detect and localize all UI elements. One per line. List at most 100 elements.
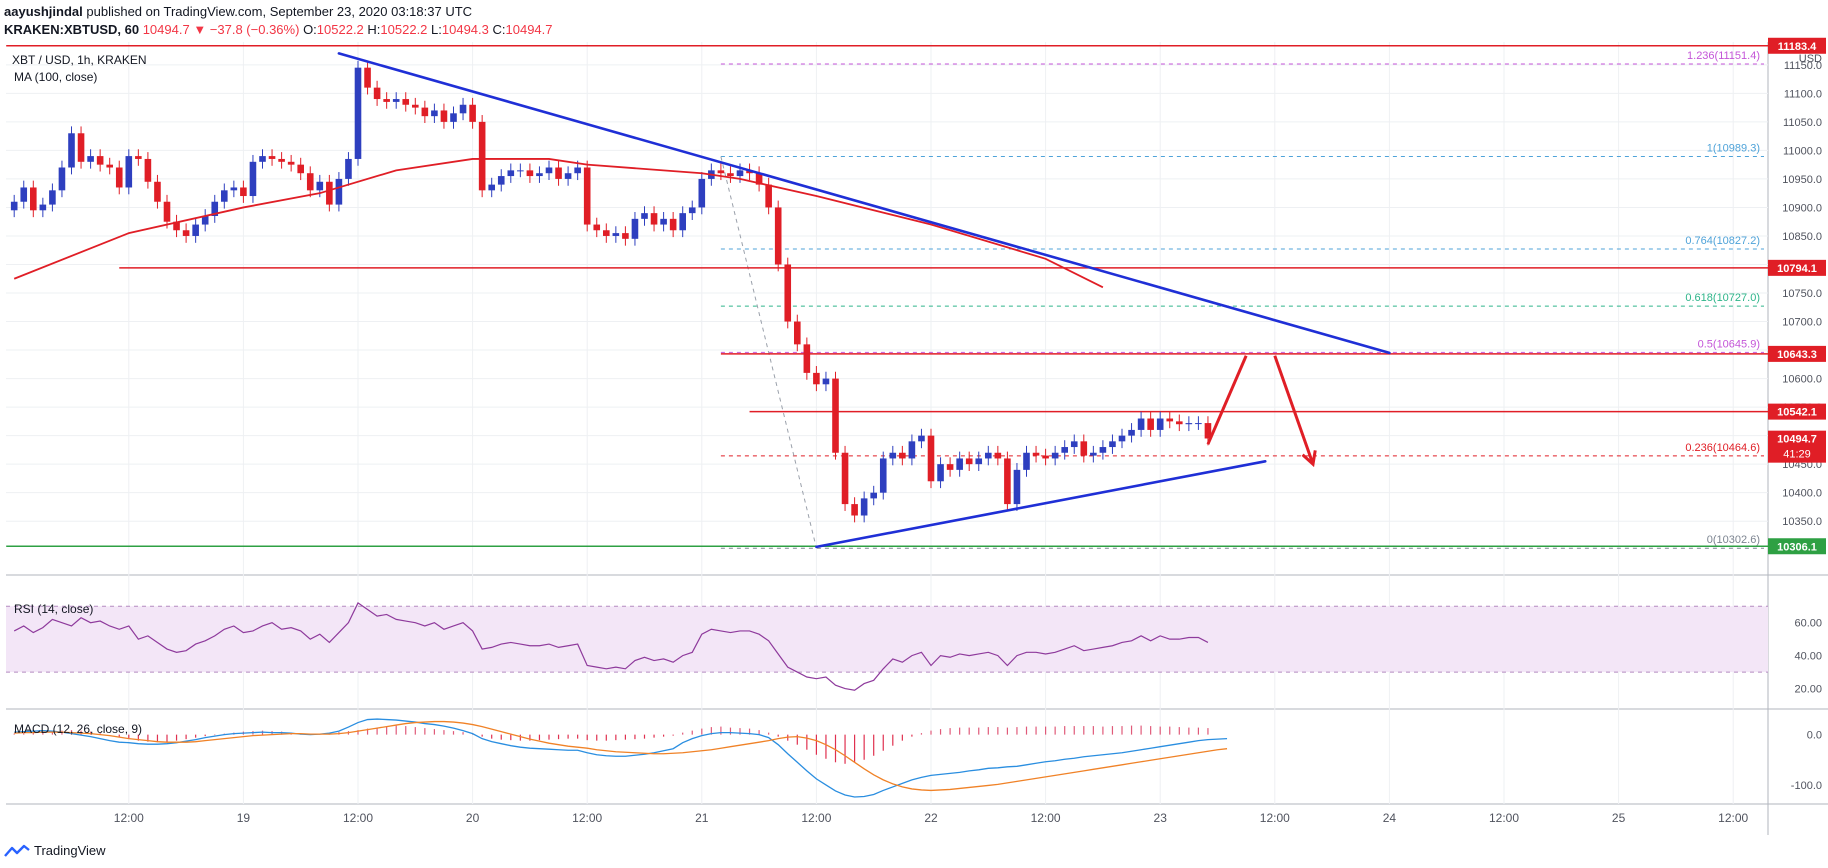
candle-body [431,110,438,117]
candle-body [1090,452,1097,456]
candle-body [918,435,925,442]
candle-body [985,452,992,459]
candle-body [622,233,629,239]
projection-arrow[interactable] [1273,355,1315,465]
candle-body [717,170,725,174]
price-axis-label: 11100.0 [1784,88,1822,100]
chart-title: XBT / USD, 1h, KRAKEN [12,53,147,67]
tradingview-brand[interactable]: TradingView [34,843,106,858]
candle-body [240,187,247,197]
price-axis-label: 10400.0 [1782,488,1822,500]
time-axis-label: 12:00 [1031,811,1061,825]
candle-body [383,99,390,102]
rsi-axis-label: 20.00 [1794,684,1822,696]
close-label: C: [492,22,506,37]
candle-body [306,173,314,191]
rsi-line [13,602,1209,691]
candle-body [755,173,763,185]
candle-body [517,170,524,172]
open-label: O: [303,22,317,37]
price-axis-label: 10700.0 [1782,317,1822,329]
price-axis-label: 10750.0 [1782,288,1822,300]
candle-body [87,156,94,162]
candle-body [125,156,133,188]
rsi-axis-label: 40.00 [1794,651,1822,663]
candle-body [77,133,85,162]
candle-body [975,458,983,465]
candle-body [1185,423,1193,425]
symbol-header: KRAKEN:XBTUSD, 60 10494.7 ▼ −37.8 (−0.36… [4,22,553,37]
candle-body [736,170,744,177]
author-name[interactable]: aayushjindal [4,4,83,19]
level-price-tag-label: 10306.1 [1777,541,1817,553]
candle-body [478,121,486,191]
candle-body [68,133,75,168]
candle-body [841,452,849,505]
candle-body [784,264,792,322]
candle-body [822,378,830,385]
price-axis-label: 10600.0 [1782,374,1822,386]
candle-body [1099,447,1107,453]
candle-body [392,99,400,102]
ma-legend: MA (100, close) [14,70,97,84]
projection-arrow[interactable] [1206,355,1248,445]
fib-level-label: 1(10989.3) [1707,142,1760,154]
low-value: 10494.3 [441,22,489,37]
price-axis-label: 10850.0 [1782,231,1822,243]
arrow-head [1301,450,1317,468]
time-axis-label: 12:00 [343,811,373,825]
candle-body [201,215,209,225]
candle-body [297,164,304,174]
candle-body [526,170,534,177]
bullish-support-line[interactable] [815,460,1267,549]
candle-body [879,458,887,493]
time-axis-label: 20 [466,811,480,825]
candle-body [908,441,916,459]
candle-body [803,344,811,373]
candle-body [660,218,667,225]
candle-body [1080,441,1088,456]
currency-label: USD [1799,53,1822,65]
candle-body [373,87,381,100]
candle-body [135,156,142,159]
time-axis-label: 12:00 [114,811,144,825]
macd-axis-label: 0.0 [1807,730,1822,742]
last-price: 10494.7 [142,22,190,37]
candle-body [469,104,476,122]
candle-body [994,452,1002,459]
fib-level-label: 0.618(10727.0) [1685,292,1760,304]
candle-body [335,178,343,205]
price-axis-label: 10900.0 [1782,202,1822,214]
tradingview-logo-icon [4,844,30,857]
level-price-tag-label: 10643.3 [1777,349,1817,361]
candle-body [20,187,28,202]
candle-body [326,181,333,205]
candle-body [794,321,801,345]
candle-body [1128,429,1135,436]
candle-body [1156,418,1164,430]
level-price-tag-label: 10794.1 [1777,263,1817,275]
candle-body [249,161,257,197]
candle-body [192,224,199,236]
macd-line [14,718,1228,798]
time-axis-label: 12:00 [1718,811,1748,825]
fib-level-label: 0.5(10645.9) [1698,338,1760,350]
candle-body [698,178,706,208]
time-axis-label: 12:00 [801,811,831,825]
publish-header: aayushjindal published on TradingView.co… [4,4,472,19]
candle-body [364,67,371,88]
candle-body [182,230,190,236]
time-axis-label: 21 [695,811,709,825]
candle-body [412,104,419,108]
candle-body [154,181,161,202]
candle-body [440,110,448,122]
high-value: 10522.2 [380,22,428,37]
time-axis-label: 23 [1154,811,1168,825]
bearish-trend-line[interactable] [337,52,1391,355]
candle-body [574,167,581,174]
time-axis-label: 12:00 [572,811,602,825]
candle-body [1070,441,1078,448]
candle-body [965,458,973,465]
level-price-tag [1768,259,1826,276]
